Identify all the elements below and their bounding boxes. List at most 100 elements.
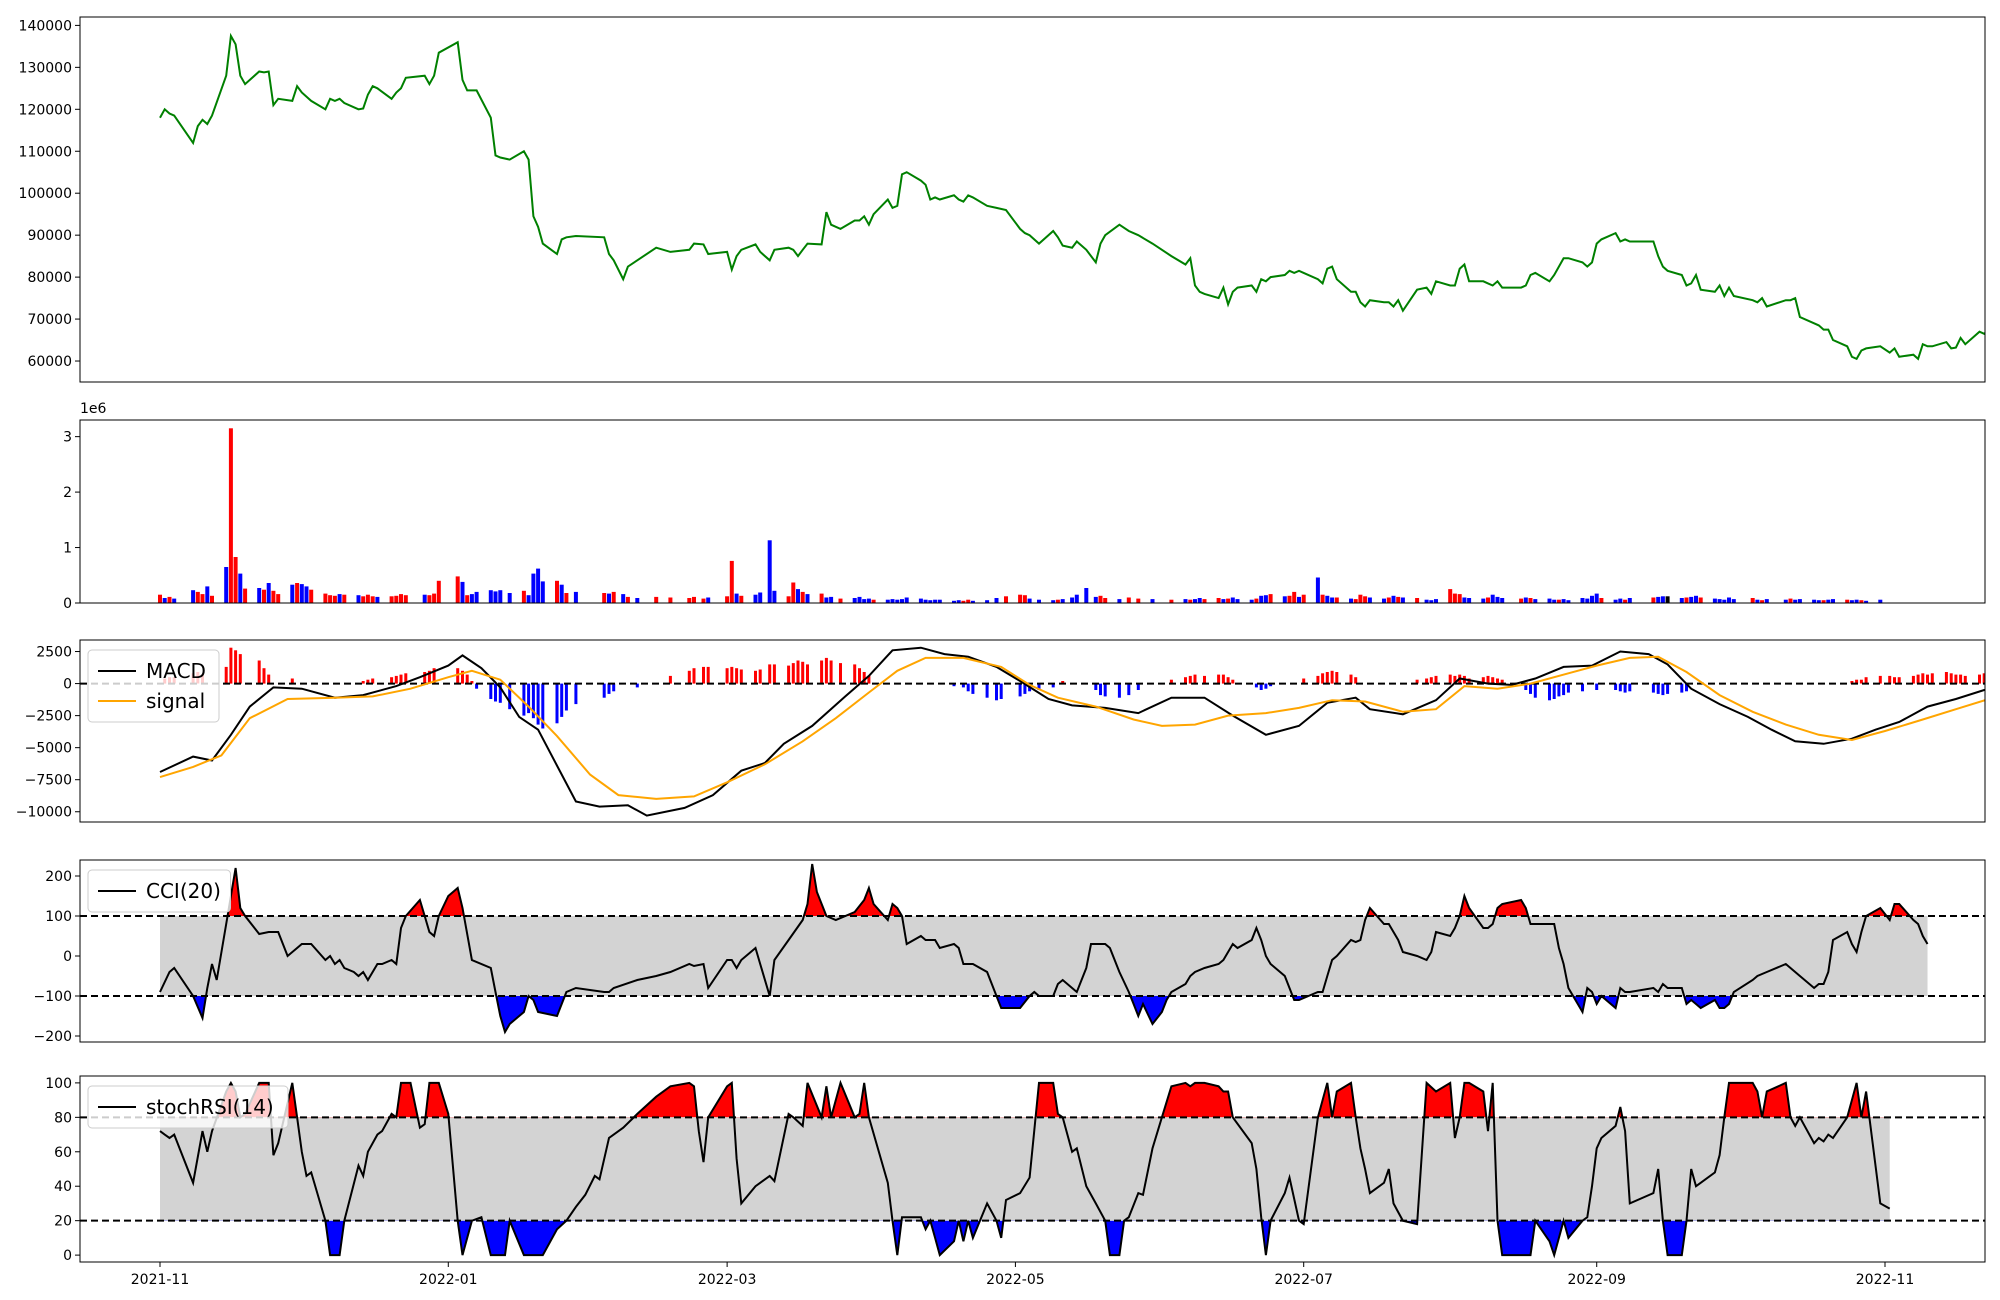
macd-histogram-bar: [1997, 675, 2000, 684]
volume-bar: [1070, 597, 1075, 603]
volume-bar: [1486, 597, 1490, 603]
volume-bar: [838, 598, 843, 603]
volume-bar: [1424, 599, 1429, 603]
volume-bar: [257, 588, 262, 603]
macd-histogram-bar: [839, 663, 842, 684]
volume-axes-frame: [79, 419, 1986, 604]
volume-bar: [1467, 598, 1472, 603]
volume-bar: [791, 582, 796, 603]
volume-ytick-label: 3: [63, 430, 72, 446]
volume-bar: [1797, 599, 1802, 603]
stochrsi-ytick-label: 0: [63, 1248, 72, 1264]
volume-bar: [1788, 598, 1793, 603]
macd-histogram-bar: [1888, 675, 1892, 684]
macd-legend-label: MACD: [146, 659, 206, 683]
volume-bar: [687, 598, 692, 603]
volume-bar: [1353, 599, 1358, 603]
macd-histogram-bar: [224, 666, 228, 684]
volume-bar: [966, 599, 971, 603]
volume-bar: [1556, 599, 1561, 603]
macd-histogram-bar: [602, 683, 606, 698]
volume-bar: [1481, 598, 1486, 603]
macd-histogram-bar: [1354, 677, 1358, 684]
price-ytick-label: 80000: [27, 270, 72, 286]
macd-histogram-bar: [1864, 677, 1868, 684]
volume-bar: [1452, 593, 1457, 603]
macd-histogram-bar: [522, 683, 526, 716]
volume-bar: [994, 598, 999, 603]
volume-bar: [753, 594, 758, 603]
volume-bar: [1235, 599, 1240, 603]
macd-histogram-bar: [1878, 675, 1882, 684]
volume-bar: [1367, 597, 1372, 603]
volume-bar: [1845, 599, 1850, 603]
macd-histogram-bar: [1481, 677, 1485, 684]
stochrsi-band-fill: [160, 1117, 1890, 1221]
macd-histogram-bar: [1533, 683, 1537, 698]
macd-histogram-bar: [1930, 673, 1934, 684]
volume-bar: [361, 596, 366, 603]
volume-bar: [1400, 597, 1405, 603]
volume-bar: [1268, 594, 1273, 603]
macd-histogram-bar: [257, 660, 261, 684]
volume-bar: [1415, 598, 1420, 603]
volume-bar: [1864, 600, 1869, 603]
volume-bar: [933, 599, 938, 603]
macd-histogram-bar: [371, 678, 375, 684]
volume-bar: [210, 595, 214, 603]
volume-bar: [1263, 595, 1268, 603]
macd-histogram-bar: [772, 664, 776, 684]
volume-bar: [786, 596, 791, 603]
cci-ytick-label: 100: [45, 909, 72, 925]
macd-histogram-bar: [427, 670, 431, 684]
volume-bar: [389, 596, 394, 603]
volume-bar: [465, 595, 470, 603]
volume-bar: [852, 598, 857, 603]
macd-histogram-bar: [1188, 675, 1192, 684]
volume-bar: [299, 584, 304, 603]
volume-bar: [1382, 598, 1386, 603]
macd-histogram-bar: [1548, 683, 1551, 701]
macd-histogram-bar: [1859, 679, 1863, 684]
volume-bar: [536, 568, 541, 603]
volume-bar: [1627, 598, 1632, 603]
volume-bar: [328, 595, 333, 603]
macd-histogram-bar: [456, 668, 460, 684]
volume-bar: [1216, 598, 1221, 603]
volume-bar: [521, 590, 526, 603]
volume-bar: [436, 580, 441, 603]
macd-histogram-bar: [1335, 672, 1339, 684]
volume-bar: [1599, 598, 1604, 603]
macd-histogram-bar: [1988, 672, 1991, 684]
volume-bar: [970, 600, 975, 603]
macd-histogram-bar: [1226, 677, 1230, 684]
cci-axes-frame: [79, 859, 1986, 1043]
macd-histogram-bar: [961, 683, 965, 688]
macd-histogram-bar: [801, 661, 805, 684]
macd-histogram-bar: [1023, 683, 1027, 694]
macd-histogram-bar: [692, 668, 696, 684]
macd-histogram-bar: [1269, 683, 1273, 687]
macd-histogram-bar: [461, 670, 464, 684]
volume-bar: [1717, 599, 1722, 603]
macd-histogram-bar: [1018, 683, 1022, 697]
volume-bar: [758, 592, 763, 603]
volume-bar: [238, 573, 243, 603]
macd-histogram-bar: [536, 683, 540, 725]
volume-bar: [1004, 596, 1008, 603]
volume-bar: [540, 581, 545, 603]
macd-histogram-bar: [971, 683, 975, 694]
volume-bar: [1320, 594, 1325, 603]
macd-histogram-bar: [1893, 677, 1896, 684]
volume-bar: [1027, 598, 1032, 603]
macd-histogram-bar: [564, 683, 568, 711]
volume-bar: [1349, 598, 1353, 603]
price-line: [159, 32, 1985, 361]
macd-histogram-bar: [1651, 683, 1655, 693]
volume-bar: [1292, 591, 1297, 603]
volume-bar: [1301, 594, 1306, 603]
volume-bar: [304, 586, 309, 603]
volume-bar: [1731, 599, 1736, 603]
stochrsi-ytick-label: 80: [54, 1110, 72, 1126]
volume-bar: [1783, 599, 1788, 603]
